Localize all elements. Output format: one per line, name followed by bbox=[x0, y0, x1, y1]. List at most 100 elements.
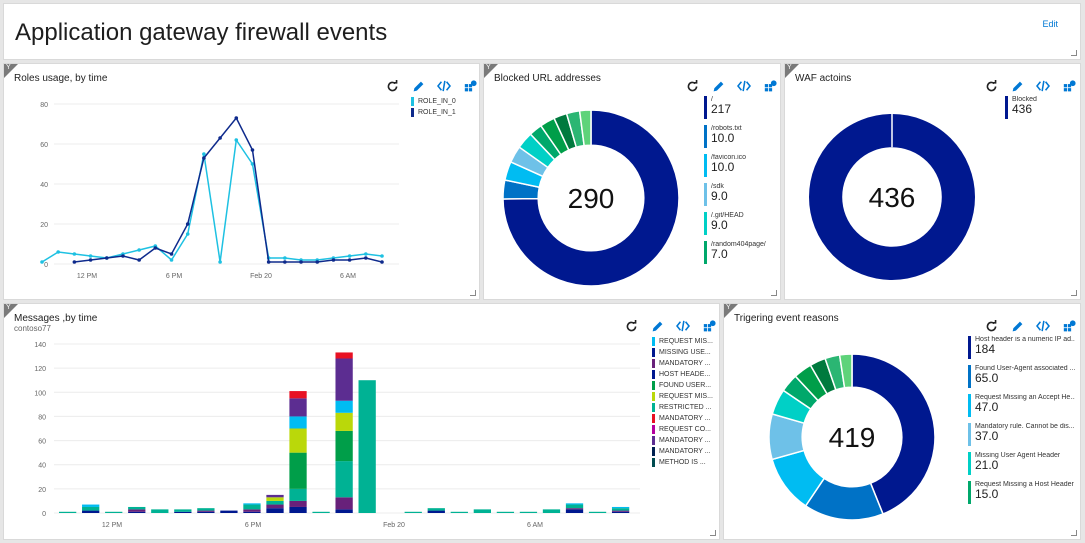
bar-segment bbox=[243, 504, 261, 510]
legend-item[interactable]: FOUND USER... bbox=[652, 381, 713, 390]
legend-item[interactable]: Request Missing an Accept He... 47.0 bbox=[968, 394, 1075, 417]
bar-segment bbox=[289, 398, 307, 417]
data-point bbox=[104, 256, 109, 260]
data-point bbox=[250, 148, 255, 152]
donut-slice bbox=[838, 353, 853, 389]
data-point bbox=[72, 252, 77, 256]
legend-item[interactable]: /robots.txt 10.0 bbox=[704, 125, 766, 148]
data-point bbox=[380, 254, 384, 258]
refresh-icon[interactable] bbox=[983, 318, 999, 334]
code-icon[interactable] bbox=[675, 318, 691, 334]
legend-item[interactable]: MANDATORY ... bbox=[652, 414, 713, 423]
legend-item[interactable]: Mandatory rule. Cannot be dis... 37.0 bbox=[968, 423, 1075, 446]
legend-item[interactable]: HOST HEADE... bbox=[652, 370, 713, 379]
legend-item[interactable]: /random404page/7.0 bbox=[704, 241, 766, 264]
bar-segment bbox=[335, 461, 353, 498]
bar-segment bbox=[82, 504, 100, 507]
bar-segment bbox=[266, 494, 284, 498]
bar-segment bbox=[289, 391, 307, 399]
bar-segment bbox=[82, 506, 100, 511]
legend-item[interactable]: /217 bbox=[704, 96, 766, 119]
edit-query-icon[interactable] bbox=[1009, 318, 1025, 334]
pin-icon[interactable] bbox=[1061, 318, 1077, 334]
donut-total: 419 bbox=[829, 422, 876, 453]
data-point bbox=[380, 260, 384, 264]
data-point bbox=[364, 256, 368, 260]
legend-item[interactable]: MANDATORY ... bbox=[652, 436, 713, 445]
y-tick-label: 120 bbox=[34, 366, 46, 373]
refresh-icon[interactable] bbox=[623, 318, 639, 334]
resize-handle[interactable] bbox=[1071, 530, 1077, 536]
pin-icon[interactable] bbox=[462, 78, 478, 94]
edit-query-icon[interactable] bbox=[410, 78, 426, 94]
filter-icon[interactable]: Y bbox=[4, 304, 18, 318]
legend-item[interactable]: /sdk 9.0 bbox=[704, 183, 766, 206]
bar-segment bbox=[335, 352, 353, 359]
refresh-icon[interactable] bbox=[384, 78, 400, 94]
bar-segment bbox=[496, 511, 515, 513]
series-line bbox=[41, 137, 383, 263]
bar-segment bbox=[335, 497, 353, 510]
pin-icon[interactable] bbox=[701, 318, 717, 334]
legend-item[interactable]: RESTRICTED ... bbox=[652, 403, 713, 412]
data-point bbox=[266, 260, 271, 264]
resize-handle[interactable] bbox=[710, 530, 716, 536]
pin-icon[interactable] bbox=[1061, 78, 1077, 94]
y-tick-label: 80 bbox=[38, 414, 46, 421]
legend-item[interactable]: MISSING USE... bbox=[652, 348, 713, 357]
resize-handle[interactable] bbox=[470, 290, 476, 296]
code-icon[interactable] bbox=[1035, 78, 1051, 94]
data-point bbox=[234, 138, 239, 142]
filter-icon[interactable]: Y bbox=[4, 64, 18, 78]
bar-segment bbox=[404, 511, 422, 513]
code-icon[interactable] bbox=[1035, 318, 1051, 334]
legend-item[interactable]: REQUEST CO... bbox=[652, 425, 713, 434]
resize-handle[interactable] bbox=[1071, 290, 1077, 296]
blocked-url-donut: 290 bbox=[502, 109, 680, 287]
legend-item[interactable]: MANDATORY ... bbox=[652, 447, 713, 456]
legend-item[interactable]: ROLE_IN_1 bbox=[411, 108, 456, 117]
bar-segment bbox=[565, 504, 584, 509]
bar-segment bbox=[59, 511, 77, 513]
bar-segment bbox=[611, 511, 630, 513]
y-tick-label: 40 bbox=[40, 182, 48, 189]
y-tick-label: 40 bbox=[38, 463, 46, 470]
x-tick-label: 6 AM bbox=[340, 273, 356, 280]
legend-item[interactable]: Found User-Agent associated ... 65.0 bbox=[968, 365, 1075, 388]
data-point bbox=[137, 258, 141, 262]
filter-icon[interactable]: Y bbox=[785, 64, 799, 78]
legend-item[interactable]: /favicon.ico 10.0 bbox=[704, 154, 766, 177]
edit-query-icon[interactable] bbox=[1009, 78, 1025, 94]
bar-segment bbox=[243, 509, 261, 512]
legend-item[interactable]: ROLE_IN_0 bbox=[411, 97, 456, 106]
legend-item[interactable]: Request Missing a Host Header 15.0 bbox=[968, 481, 1075, 504]
legend-item[interactable]: MANDATORY ... bbox=[652, 359, 713, 368]
legend-item[interactable]: Host header is a numeric IP ad... 184 bbox=[968, 336, 1075, 359]
bar-segment bbox=[197, 511, 215, 513]
legend-item[interactable]: REQUEST MIS... bbox=[652, 337, 713, 346]
edit-query-icon[interactable] bbox=[710, 78, 726, 94]
filter-icon[interactable]: Y bbox=[724, 304, 738, 318]
edit-link[interactable]: Edit bbox=[1042, 19, 1058, 29]
code-icon[interactable] bbox=[436, 78, 452, 94]
filter-icon[interactable]: Y bbox=[484, 64, 498, 78]
tile-title: WAF actoins bbox=[795, 73, 852, 84]
legend-item[interactable]: REQUEST MIS... bbox=[652, 392, 713, 401]
resize-handle[interactable] bbox=[771, 290, 777, 296]
legend-item[interactable]: METHOD IS ... bbox=[652, 458, 713, 467]
refresh-icon[interactable] bbox=[983, 78, 999, 94]
legend-item[interactable]: Blocked 436 bbox=[1005, 96, 1037, 119]
data-point bbox=[283, 256, 287, 260]
code-icon[interactable] bbox=[736, 78, 752, 94]
data-point bbox=[202, 152, 206, 156]
legend-item[interactable]: /.git/HEAD 9.0 bbox=[704, 212, 766, 235]
refresh-icon[interactable] bbox=[684, 78, 700, 94]
edit-query-icon[interactable] bbox=[649, 318, 665, 334]
blocked-legend: /217 /robots.txt 10.0 /favicon.ico 10.0 /s… bbox=[704, 96, 766, 270]
pin-icon[interactable] bbox=[762, 78, 778, 94]
bar-segment bbox=[174, 509, 192, 512]
bar-segment bbox=[220, 510, 238, 513]
legend-item[interactable]: Missing User Agent Header 21.0 bbox=[968, 452, 1075, 475]
messages-bar-chart: 0 20 40 60 80 100 120 140 12 PM 6 PM Feb 20 6 AM bbox=[34, 342, 640, 529]
resize-handle[interactable] bbox=[1071, 50, 1077, 56]
